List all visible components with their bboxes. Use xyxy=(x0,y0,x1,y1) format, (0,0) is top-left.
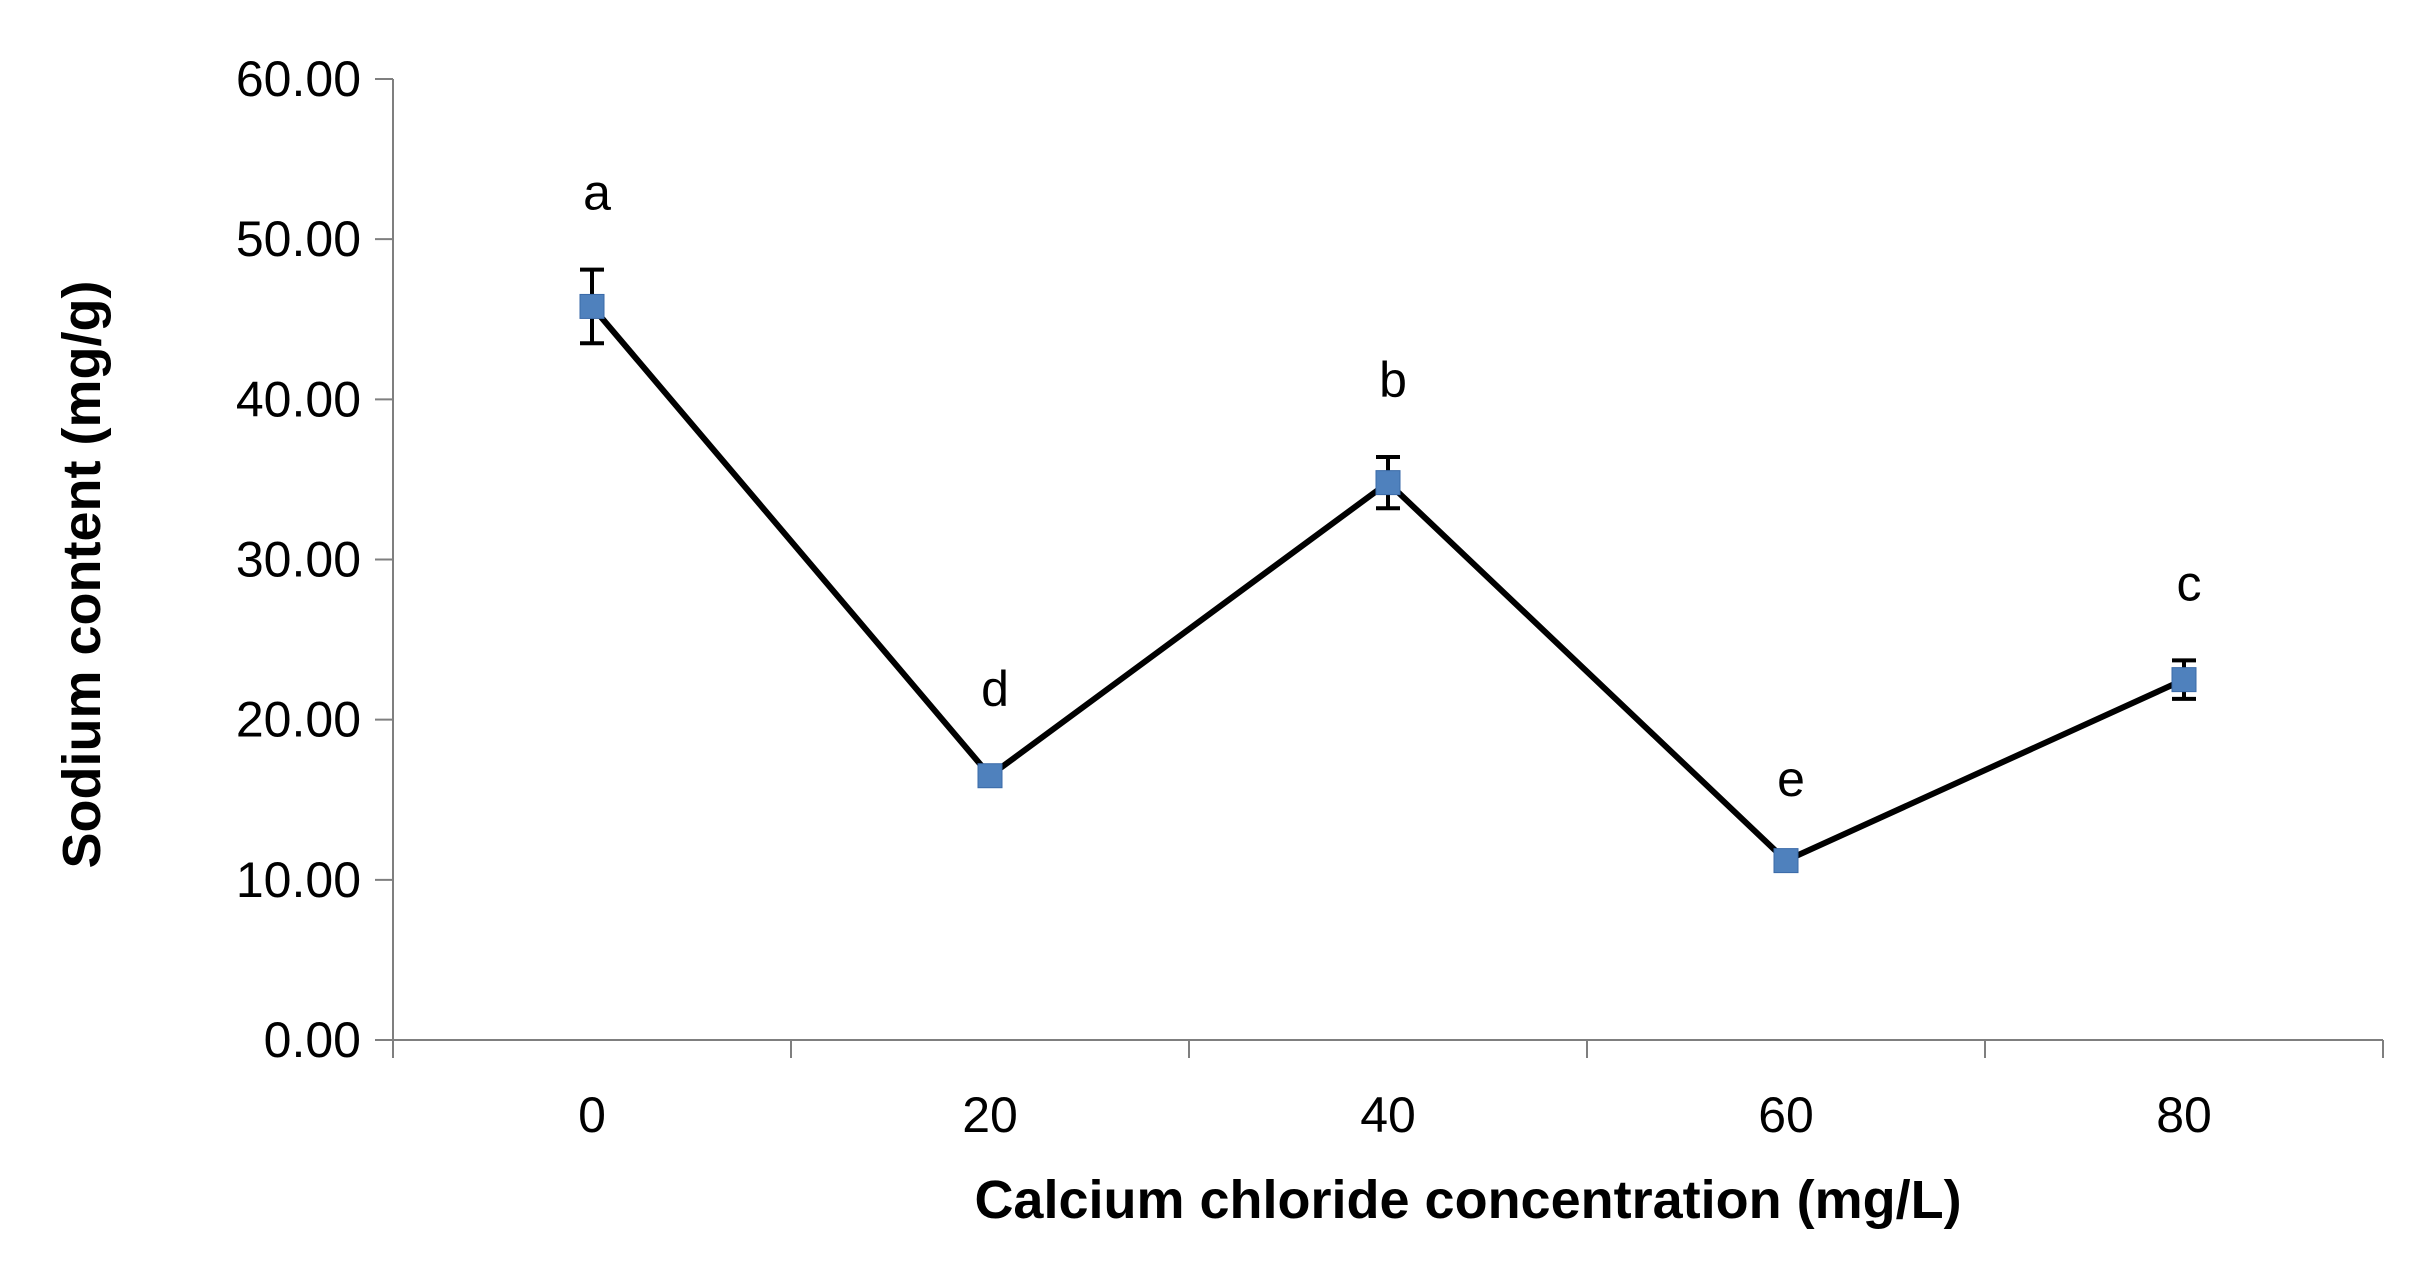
y-tick-label: 50.00 xyxy=(236,211,361,267)
y-tick-label: 0.00 xyxy=(264,1012,361,1068)
data-point-marker xyxy=(579,293,605,319)
y-tick-label: 10.00 xyxy=(236,852,361,908)
y-axis-ticks: 0.00 10.00 20.00 30.00 40.00 50.00 60.00 xyxy=(236,51,393,1068)
y-axis-title: Sodium content (mg/g) xyxy=(52,281,112,869)
significance-label: b xyxy=(1379,352,1407,408)
y-tick-label: 30.00 xyxy=(236,532,361,588)
significance-label: d xyxy=(981,661,1009,717)
series-group: a d b e c xyxy=(579,165,2202,874)
significance-label: c xyxy=(2177,555,2202,611)
x-tick-label: 0 xyxy=(578,1087,606,1143)
data-point-marker xyxy=(977,763,1003,789)
significance-label: e xyxy=(1777,751,1805,807)
x-axis-title: Calcium chloride concentration (mg/L) xyxy=(974,1170,1961,1230)
y-tick-label: 40.00 xyxy=(236,371,361,427)
data-point-marker xyxy=(1375,470,1401,496)
x-tick-label: 80 xyxy=(2156,1087,2212,1143)
significance-label: a xyxy=(583,165,611,221)
y-tick-label: 60.00 xyxy=(236,51,361,107)
x-tick-label: 60 xyxy=(1758,1087,1814,1143)
data-point-marker xyxy=(1773,848,1799,874)
data-point-marker xyxy=(2171,667,2197,693)
x-tick-label: 20 xyxy=(962,1087,1018,1143)
y-tick-label: 20.00 xyxy=(236,692,361,748)
x-axis-ticks: 0 20 40 60 80 xyxy=(392,1040,2384,1143)
x-tick-label: 40 xyxy=(1360,1087,1416,1143)
